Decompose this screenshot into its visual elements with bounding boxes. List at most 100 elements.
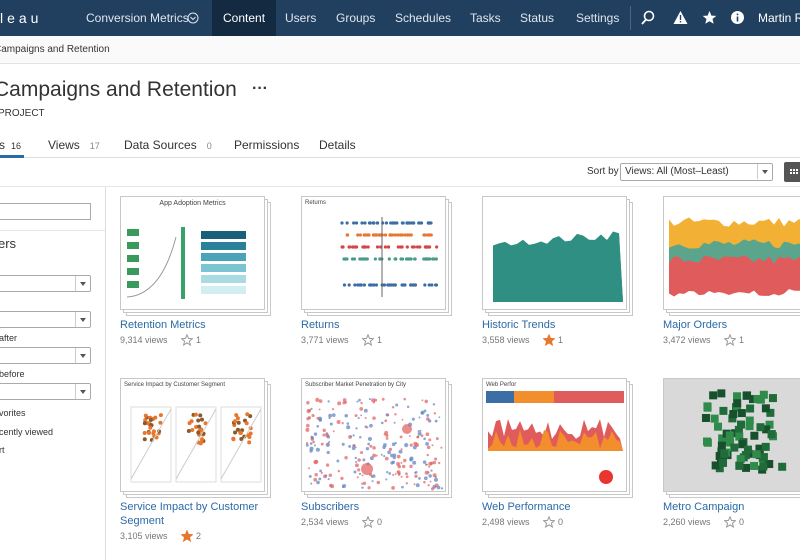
thumbnail-art [664,379,800,491]
view-count: 2,534 views [301,517,349,527]
favorite-star[interactable] [543,516,555,528]
filter-check[interactable]: cently viewed [0,427,54,437]
tab[interactable]: s 16 [0,138,21,152]
deco [360,221,364,225]
view-card[interactable]: Historic Trends 3,558 views 1 [482,196,642,366]
view-card[interactable]: Subscriber Market Penetration by City Sub… [301,378,461,548]
deco [434,283,439,287]
deco [245,412,250,417]
deco [362,283,366,287]
nav-item[interactable]: Users [285,11,317,25]
deco [181,227,185,299]
favorite-star[interactable] [543,334,555,346]
view-card[interactable]: Web Perfor Web Performance 2,498 views 0 [482,378,642,548]
thumbnail: App Adoption Metrics [120,196,271,316]
view-card[interactable]: Service Impact by Customer Segment Servic… [120,378,280,548]
view-name[interactable]: Metro Campaign [663,501,745,513]
filter-select[interactable] [0,311,91,328]
deco [359,407,364,411]
nav-item[interactable]: Schedules [395,11,452,25]
nav-item[interactable]: Groups [336,11,376,25]
info-icon[interactable] [730,10,745,25]
deco [416,435,420,439]
search-icon[interactable] [641,10,656,25]
view-name[interactable]: Retention Metrics [120,319,206,331]
deco [310,436,314,440]
deco [148,417,153,422]
deco [393,221,397,225]
favorites-icon[interactable] [702,10,717,25]
tab[interactable]: Data Sources 0 [124,138,212,152]
alert-icon[interactable] [673,10,688,25]
deco [193,412,198,417]
deco [405,245,409,249]
filter-select[interactable] [0,347,91,364]
tab[interactable]: Permissions [234,138,300,152]
sort-select[interactable]: Views: All (Most–Least) [620,163,773,181]
more-actions[interactable]: ··· [252,80,268,97]
favorite-star[interactable] [724,516,736,528]
favorite-count: 0 [377,517,383,527]
deco [733,403,742,412]
nav-item[interactable]: Settings [576,11,620,25]
tab[interactable]: Details [319,138,356,152]
deco [400,461,403,464]
favorite-star[interactable] [362,516,374,528]
nav-item[interactable]: Status [520,11,555,25]
deco [307,416,312,420]
site-switcher[interactable]: Conversion Metrics [86,11,189,25]
deco [383,233,388,237]
tab[interactable]: Views 17 [48,138,100,152]
deco [201,286,246,294]
deco [737,420,746,429]
deco [352,221,356,225]
filter-select[interactable] [0,383,91,400]
user-menu[interactable]: Martin R [758,11,800,25]
deco [369,456,374,461]
filter-search[interactable] [0,203,91,220]
deco [196,418,201,423]
view-name[interactable]: Web Performance [482,501,571,513]
deco [738,440,747,449]
deco [423,437,426,441]
star-shape [181,530,193,542]
breadcrumb[interactable]: Campaigns and Retention [0,44,110,55]
deco [239,436,244,441]
deco [759,453,768,462]
filter-check[interactable]: vorites [0,408,26,418]
view-card[interactable]: Metro Campaign 2,260 views 0 [663,378,800,548]
view-card[interactable]: Returns Returns 3,771 views 1 [301,196,461,366]
deco [341,485,345,488]
nav-item[interactable]: Tasks [470,11,501,25]
grid-icon [790,169,798,174]
view-name[interactable]: Returns [301,319,340,331]
view-name[interactable]: Service Impact by Customer Segment [120,501,259,527]
deco [728,414,737,423]
view-card[interactable]: Major Orders 3,472 views 1 [663,196,800,366]
deco [384,456,389,461]
deco [373,257,377,261]
deco [234,413,239,418]
grid-view-toggle[interactable] [784,162,800,182]
deco [405,475,409,479]
view-card[interactable]: App Adoption Metrics Retention Metrics 9,3… [120,196,280,366]
deco [354,221,359,225]
favorite-star[interactable] [724,334,736,346]
deco [370,475,374,478]
deco [430,283,434,287]
favorite-star[interactable] [362,334,374,346]
filter-check[interactable]: rt [0,445,5,455]
deco [143,413,148,418]
favorite-star[interactable] [181,530,193,542]
deco [320,442,324,446]
filter-select[interactable] [0,275,91,292]
nav-item[interactable]: Content [212,0,277,36]
favorite-star[interactable] [181,334,193,346]
logo[interactable]: leau [0,10,43,26]
deco [318,477,322,481]
deco [398,245,403,249]
view-name[interactable]: Historic Trends [482,319,556,331]
view-name[interactable]: Major Orders [663,319,728,331]
deco [142,421,147,426]
view-name[interactable]: Subscribers [301,501,360,513]
